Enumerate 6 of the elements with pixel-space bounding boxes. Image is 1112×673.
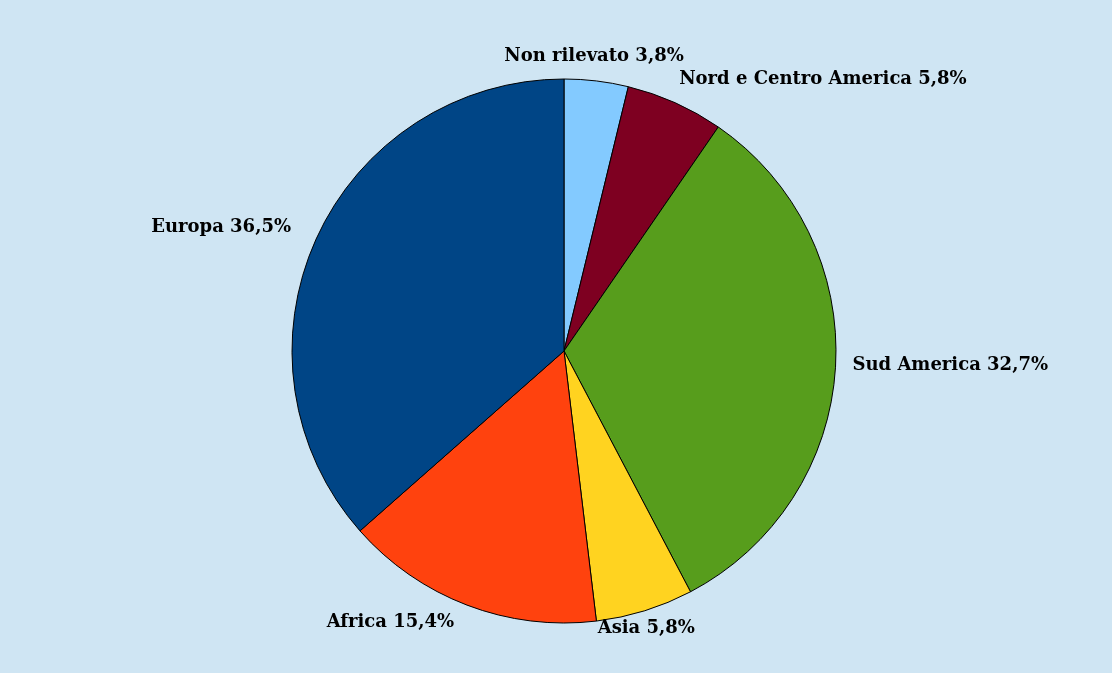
slice-label: Non rilevato 3,8%	[504, 43, 684, 65]
slice-label: Sud America 32,7%	[852, 353, 1049, 375]
slice-label: Africa 15,4%	[325, 610, 455, 632]
slice-label: Europa 36,5%	[151, 214, 292, 236]
slice-label: Asia 5,8%	[596, 616, 695, 638]
slice-label: Nord e Centro America 5,8%	[679, 67, 967, 89]
